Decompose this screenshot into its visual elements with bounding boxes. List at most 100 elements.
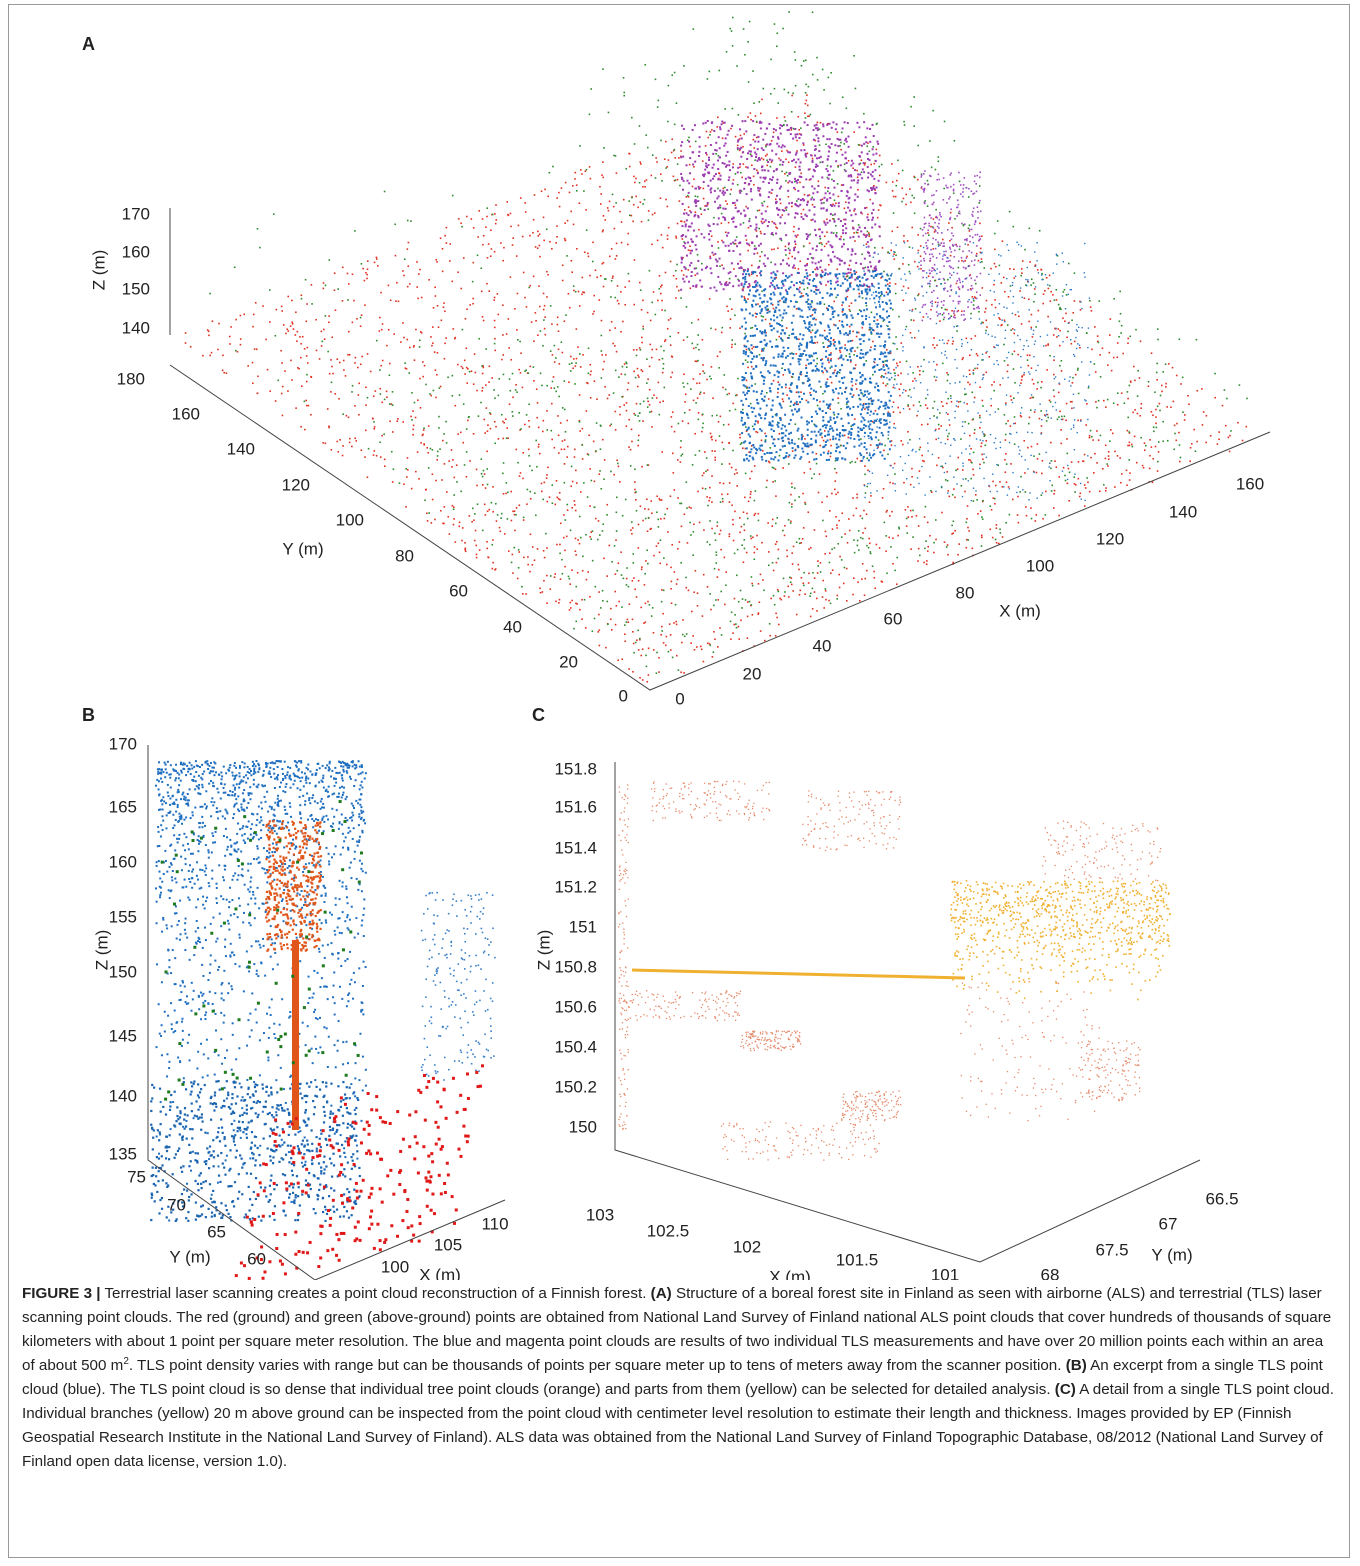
point <box>617 462 619 465</box>
point <box>832 251 835 254</box>
point <box>638 125 641 127</box>
point <box>782 284 785 287</box>
point <box>463 359 466 362</box>
point <box>961 285 964 287</box>
point <box>494 397 496 399</box>
point <box>968 274 971 277</box>
point <box>1114 450 1116 453</box>
point <box>624 286 627 288</box>
point <box>963 223 966 226</box>
point <box>606 600 609 603</box>
point <box>831 492 833 495</box>
point <box>451 504 454 507</box>
point <box>683 386 685 388</box>
point <box>601 530 604 532</box>
point <box>696 195 699 198</box>
point <box>887 251 889 253</box>
point <box>782 577 785 580</box>
point <box>892 411 895 413</box>
point <box>809 391 811 394</box>
point <box>941 362 944 365</box>
point <box>305 404 308 407</box>
point <box>566 503 569 506</box>
point <box>869 328 872 331</box>
point <box>1156 378 1159 381</box>
point <box>747 249 749 252</box>
point <box>786 124 789 127</box>
point <box>730 611 733 614</box>
point <box>457 433 460 435</box>
point <box>708 233 711 236</box>
point <box>878 235 881 238</box>
point <box>730 346 733 349</box>
point <box>764 155 767 157</box>
point <box>721 191 724 194</box>
point <box>615 530 618 532</box>
point <box>1004 471 1007 474</box>
point <box>717 116 719 119</box>
point <box>985 371 988 374</box>
point <box>771 188 774 191</box>
point <box>656 106 659 108</box>
point <box>734 239 737 242</box>
point <box>797 563 800 566</box>
point <box>829 213 832 216</box>
point <box>333 289 336 292</box>
point <box>886 348 888 351</box>
point <box>673 179 676 182</box>
point <box>803 245 805 248</box>
point <box>933 541 935 544</box>
point <box>583 291 586 294</box>
point <box>641 465 643 468</box>
point <box>476 254 479 257</box>
point <box>724 137 727 140</box>
point <box>891 510 893 513</box>
point <box>856 228 859 231</box>
point <box>896 364 899 367</box>
point <box>436 373 438 376</box>
point <box>834 144 837 147</box>
point <box>600 487 603 490</box>
point <box>851 248 854 251</box>
point <box>729 27 731 30</box>
point <box>841 224 844 227</box>
point <box>539 587 541 590</box>
point <box>643 180 646 183</box>
point <box>800 133 803 136</box>
point <box>897 374 899 377</box>
point <box>849 310 851 312</box>
point <box>749 153 752 156</box>
point <box>913 175 915 178</box>
point <box>702 370 704 372</box>
point <box>695 187 698 190</box>
point <box>422 361 424 363</box>
point <box>688 163 691 166</box>
point <box>383 458 386 461</box>
point <box>849 174 852 177</box>
point <box>1157 451 1160 453</box>
point <box>379 393 382 395</box>
point <box>428 512 430 514</box>
point <box>742 28 745 30</box>
point <box>451 395 454 397</box>
point <box>717 646 719 648</box>
point <box>848 353 851 355</box>
point <box>737 139 740 142</box>
point <box>762 180 765 183</box>
point <box>1046 413 1049 416</box>
point <box>454 541 457 543</box>
point <box>965 257 968 259</box>
point <box>1019 491 1021 493</box>
point <box>875 543 878 546</box>
point <box>956 330 958 332</box>
point <box>417 297 419 300</box>
point <box>1090 435 1093 438</box>
point <box>601 589 604 592</box>
point <box>872 269 874 272</box>
point <box>977 512 979 515</box>
point <box>797 438 800 440</box>
point <box>615 350 618 353</box>
point <box>391 481 394 483</box>
point <box>472 383 475 385</box>
point <box>692 531 695 533</box>
